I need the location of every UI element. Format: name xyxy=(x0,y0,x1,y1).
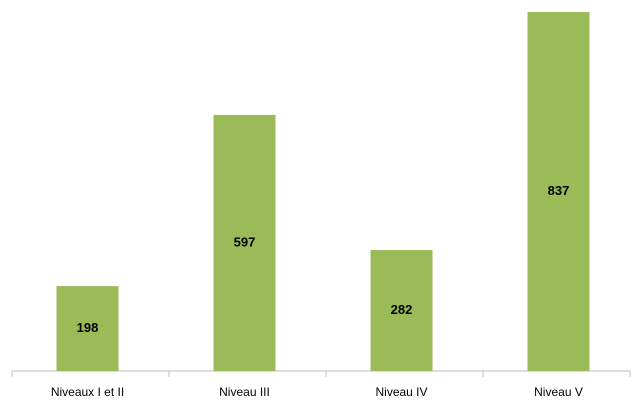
bar xyxy=(213,114,276,371)
value-label: 198 xyxy=(77,320,99,335)
x-tick-label: Niveaux I et II xyxy=(51,385,124,399)
value-label: 597 xyxy=(234,234,256,249)
bar xyxy=(527,12,590,371)
bar xyxy=(370,250,433,371)
value-label: 837 xyxy=(548,183,570,198)
bar xyxy=(56,286,119,371)
x-tick-label: Niveau IV xyxy=(375,385,427,399)
value-label: 282 xyxy=(391,302,413,317)
x-tick-label: Niveau V xyxy=(534,385,583,399)
x-tick-label: Niveau III xyxy=(219,385,270,399)
